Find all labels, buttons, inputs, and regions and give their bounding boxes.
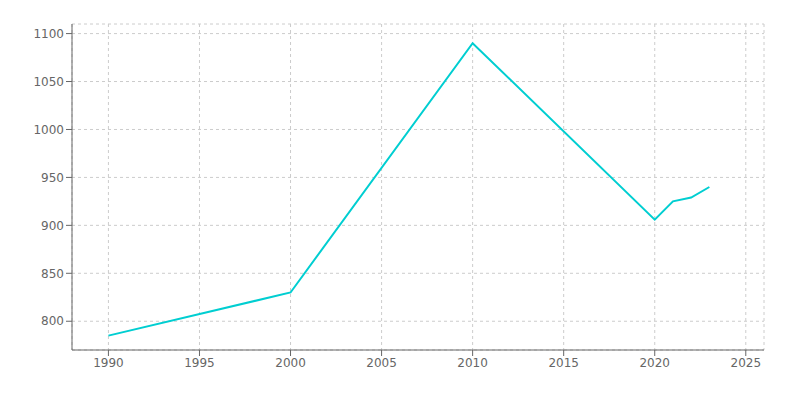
svg-text:900: 900: [41, 219, 64, 233]
svg-text:850: 850: [41, 267, 64, 281]
svg-text:1050: 1050: [33, 75, 64, 89]
svg-text:2000: 2000: [275, 356, 306, 370]
svg-text:1990: 1990: [93, 356, 124, 370]
svg-text:1000: 1000: [33, 123, 64, 137]
svg-text:1100: 1100: [33, 27, 64, 41]
svg-text:2020: 2020: [639, 356, 670, 370]
svg-text:2025: 2025: [731, 356, 762, 370]
svg-text:2010: 2010: [457, 356, 488, 370]
svg-text:1995: 1995: [184, 356, 215, 370]
svg-text:800: 800: [41, 314, 64, 328]
svg-text:2005: 2005: [366, 356, 397, 370]
svg-text:2015: 2015: [548, 356, 579, 370]
svg-text:950: 950: [41, 171, 64, 185]
